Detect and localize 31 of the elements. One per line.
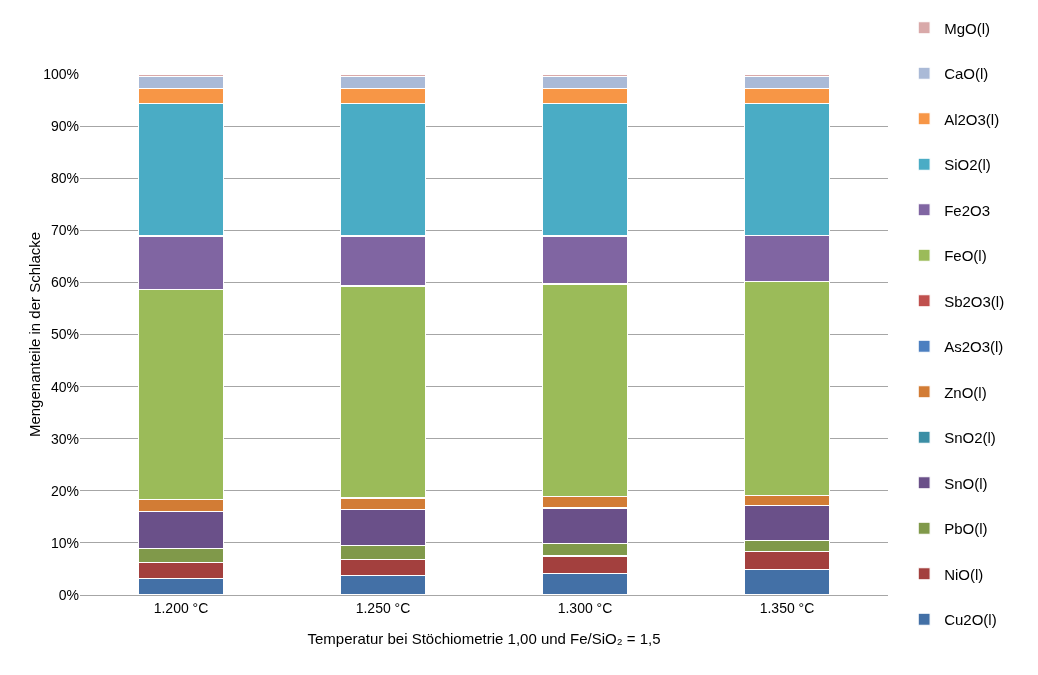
- x-axis-title: Temperatur bei Stöchiometrie 1,00 und Fe/SiO₂ = 1,5: [307, 629, 661, 647]
- y-tick-label: 30%: [50, 430, 79, 447]
- legend-label: SnO2(l): [944, 429, 996, 447]
- x-tick-label: 1.250 °C: [355, 599, 411, 616]
- legend-label: FeO(l): [944, 247, 987, 265]
- legend-label: SnO(l): [944, 474, 988, 492]
- y-tick-label: 70%: [50, 222, 79, 239]
- y-tick-label: 60%: [50, 274, 79, 291]
- y-tick-label: 0%: [58, 586, 79, 603]
- y-tick-label: 90%: [50, 118, 79, 134]
- y-tick-label: 100%: [43, 65, 79, 82]
- legend-label: ZnO(l): [944, 383, 987, 401]
- y-tick-label: 20%: [50, 482, 79, 499]
- y-tick-label: 80%: [50, 170, 79, 187]
- legend-label: PbO(l): [944, 520, 988, 538]
- y-tick-label: 50%: [50, 326, 79, 343]
- legend-label: CaO(l): [944, 65, 989, 83]
- y-axis-title: Mengenanteile in der Schlacke: [26, 231, 43, 438]
- x-tick-label: 1.200 °C: [153, 599, 209, 616]
- legend-label: As2O3(l): [944, 338, 1004, 356]
- legend-label: SiO2(l): [944, 156, 991, 174]
- y-tick-label: 40%: [50, 378, 79, 395]
- legend-label: Cu2O(l): [944, 611, 997, 629]
- legend-label: Sb2O3(l): [944, 292, 1005, 310]
- legend-label: Al2O3(l): [944, 110, 1000, 128]
- legend-label: NiO(l): [944, 565, 984, 583]
- y-tick-label: 10%: [50, 534, 79, 551]
- x-tick-label: 1.300 °C: [557, 599, 613, 616]
- x-tick-label: 1.350 °C: [759, 599, 815, 616]
- legend-label: MgO(l): [944, 19, 990, 37]
- legend-label: Fe2O3: [944, 201, 991, 219]
